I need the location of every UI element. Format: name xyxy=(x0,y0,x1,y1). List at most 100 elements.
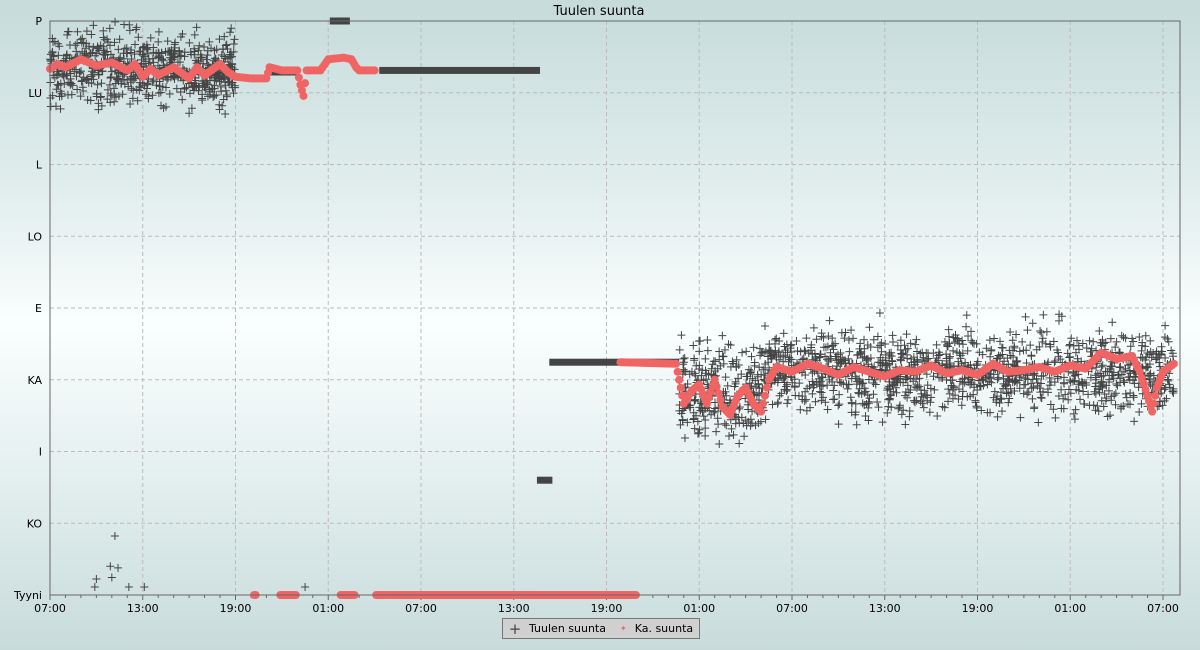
data-point-cross xyxy=(187,104,196,113)
data-point-cross xyxy=(864,375,873,384)
data-point-cross xyxy=(949,383,958,392)
data-point-cross xyxy=(689,341,698,350)
data-point-cross xyxy=(92,49,101,58)
data-point-cross xyxy=(680,433,689,442)
data-point-cross xyxy=(885,349,894,358)
data-point-cross xyxy=(986,374,995,383)
data-point-cross xyxy=(862,354,871,363)
data-point-cross xyxy=(900,341,909,350)
data-point-avg xyxy=(1169,359,1178,368)
data-point-cross xyxy=(1066,340,1074,349)
data-point-cross xyxy=(742,347,751,356)
data-point-cross xyxy=(701,416,710,425)
data-point-cross xyxy=(60,79,69,88)
data-point-cross xyxy=(921,391,930,400)
data-point-cross xyxy=(73,39,82,48)
data-point-cross xyxy=(971,396,980,405)
data-point-cross xyxy=(944,397,953,406)
data-point-cross xyxy=(1001,381,1010,390)
grid xyxy=(50,21,1180,595)
data-point-cross xyxy=(1126,389,1135,398)
data-point-avg xyxy=(675,375,684,384)
data-point-cross xyxy=(958,336,967,345)
data-point-cross xyxy=(783,348,792,357)
data-point-cross xyxy=(131,25,140,34)
data-point-cross xyxy=(712,427,721,436)
dot-marker-icon: ✦ xyxy=(619,624,627,633)
data-point-cross xyxy=(203,60,212,69)
data-point-cross xyxy=(740,432,749,441)
data-point-cross xyxy=(787,340,796,349)
data-point-cross xyxy=(943,342,952,351)
data-point-cross xyxy=(683,418,692,427)
data-point-cross xyxy=(131,40,140,49)
data-point-cross xyxy=(894,404,903,413)
data-point-cross xyxy=(46,102,55,111)
data-point-cross xyxy=(1129,393,1138,402)
data-point-cross xyxy=(157,55,166,64)
data-point-cross xyxy=(909,396,918,405)
data-point-cross xyxy=(1065,353,1074,362)
data-point-cross xyxy=(97,79,106,88)
data-point-cross xyxy=(903,381,912,390)
data-point-cross xyxy=(1059,404,1068,413)
data-point-cross xyxy=(1141,331,1150,340)
data-point-cross xyxy=(966,360,975,369)
data-point-cross xyxy=(786,355,795,364)
data-point-cross xyxy=(1051,413,1060,422)
data-point-cross xyxy=(696,336,705,345)
data-point-cross xyxy=(978,350,987,359)
data-point-cross xyxy=(888,357,897,366)
data-point-cross xyxy=(1160,385,1169,394)
data-point-avg xyxy=(710,375,719,384)
x-tick-label: 07:00 xyxy=(1147,602,1179,615)
data-point-cross xyxy=(1138,341,1147,350)
data-point-cross xyxy=(722,421,731,430)
x-tick-label: 13:00 xyxy=(127,602,159,615)
data-point-cross xyxy=(873,343,882,352)
data-point-cross xyxy=(1121,364,1130,373)
data-point-cross xyxy=(1136,353,1145,362)
data-point-cross xyxy=(790,382,799,391)
data-point-cross xyxy=(954,385,963,394)
data-point-cross xyxy=(52,85,61,94)
data-point-cross xyxy=(724,340,733,349)
data-point-cross xyxy=(1110,391,1119,400)
data-point-cross xyxy=(1085,401,1094,410)
data-point-avg xyxy=(301,79,310,88)
data-point-cross xyxy=(780,385,789,394)
x-tick-label: 07:00 xyxy=(405,602,437,615)
y-tick-label: LU xyxy=(28,87,42,100)
data-point-cross xyxy=(1076,395,1085,404)
data-point-cross xyxy=(859,379,868,388)
data-point-cross xyxy=(1019,389,1028,398)
data-point-cross xyxy=(836,359,845,368)
data-point-cross xyxy=(1096,382,1105,391)
data-point-cross xyxy=(949,346,958,355)
data-point-cross xyxy=(1145,370,1154,379)
data-point-cross xyxy=(945,354,954,363)
data-point-cross xyxy=(967,336,976,345)
data-point-cross xyxy=(1051,356,1060,365)
data-point-cross xyxy=(748,374,757,383)
data-point-cross xyxy=(874,358,883,367)
data-point-cross xyxy=(957,401,966,410)
data-point-cross xyxy=(221,109,230,118)
data-point-cross xyxy=(76,92,85,101)
data-point-cross xyxy=(807,340,816,349)
data-point-cross xyxy=(225,78,234,87)
data-point-cross xyxy=(1005,346,1014,355)
data-point-cross xyxy=(837,378,846,387)
data-point-cross xyxy=(817,332,826,341)
data-point-cross xyxy=(158,82,167,91)
data-point-cross xyxy=(768,400,777,409)
data-point-cross xyxy=(734,360,743,369)
data-point-cross xyxy=(1086,347,1095,356)
data-point-cross xyxy=(1027,352,1036,361)
data-point-cross xyxy=(877,347,886,356)
data-point-cross xyxy=(203,46,212,55)
data-point-cross xyxy=(864,416,873,425)
data-point-cross xyxy=(82,27,91,36)
data-point-cross xyxy=(1018,337,1027,346)
data-point-cross xyxy=(1163,375,1172,384)
